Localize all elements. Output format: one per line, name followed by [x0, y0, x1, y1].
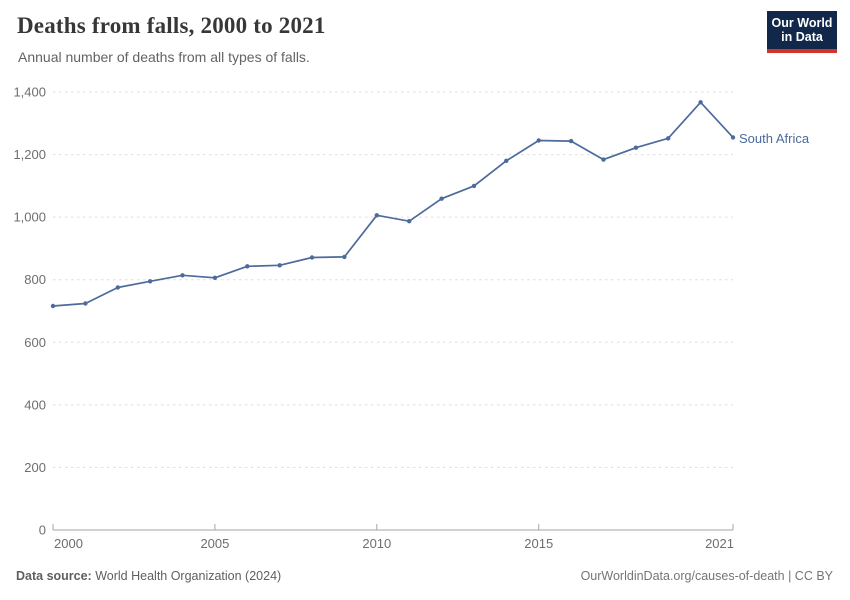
data-point [342, 254, 347, 260]
x-tick-label: 2000 [54, 536, 83, 551]
y-tick-label: 0 [39, 523, 46, 538]
data-source-value: World Health Organization (2024) [95, 569, 282, 583]
owid-logo-line2: in Data [781, 30, 823, 44]
data-point [407, 219, 412, 224]
x-tick-label: 2021 [705, 536, 734, 551]
data-point [83, 301, 88, 306]
data-point [212, 275, 218, 280]
data-point [115, 285, 121, 290]
data-point [730, 135, 736, 140]
series-label-south-africa: South Africa [739, 131, 810, 146]
data-point [439, 196, 444, 201]
y-tick-label: 800 [24, 272, 46, 287]
data-point [504, 158, 509, 163]
data-point [471, 183, 477, 189]
data-line-south-africa [52, 101, 734, 307]
owid-logo: Our World in Data [767, 11, 837, 53]
chart-subtitle: Annual number of deaths from all types o… [18, 49, 310, 65]
data-point [666, 136, 671, 141]
y-tick-label: 600 [24, 335, 46, 350]
x-tick-label: 2005 [200, 536, 229, 551]
owid-logo-line1: Our World [771, 16, 833, 30]
data-point [180, 273, 185, 278]
y-tick-label: 1,000 [13, 210, 46, 225]
x-tick-label: 2015 [524, 536, 553, 551]
data-point [536, 138, 541, 143]
data-point [601, 157, 606, 162]
data-source-note: Data source: World Health Organization (… [16, 569, 281, 583]
data-point [309, 255, 315, 260]
data-source-label: Data source: [16, 569, 92, 583]
y-tick-label: 1,400 [13, 85, 46, 100]
y-tick-label: 400 [24, 397, 46, 412]
x-tick-label: 2010 [362, 536, 391, 551]
data-point [277, 263, 282, 268]
page-title: Deaths from falls, 2000 to 2021 [17, 13, 326, 38]
data-point [633, 145, 639, 150]
y-tick-label: 200 [24, 460, 46, 475]
data-point [698, 100, 703, 105]
data-point [50, 303, 56, 309]
y-tick-label: 1,200 [13, 147, 46, 162]
data-point [374, 213, 379, 218]
data-point [245, 264, 250, 269]
data-point [147, 279, 153, 284]
credit-note: OurWorldinData.org/causes-of-death | CC … [580, 569, 833, 583]
data-point [568, 138, 574, 144]
